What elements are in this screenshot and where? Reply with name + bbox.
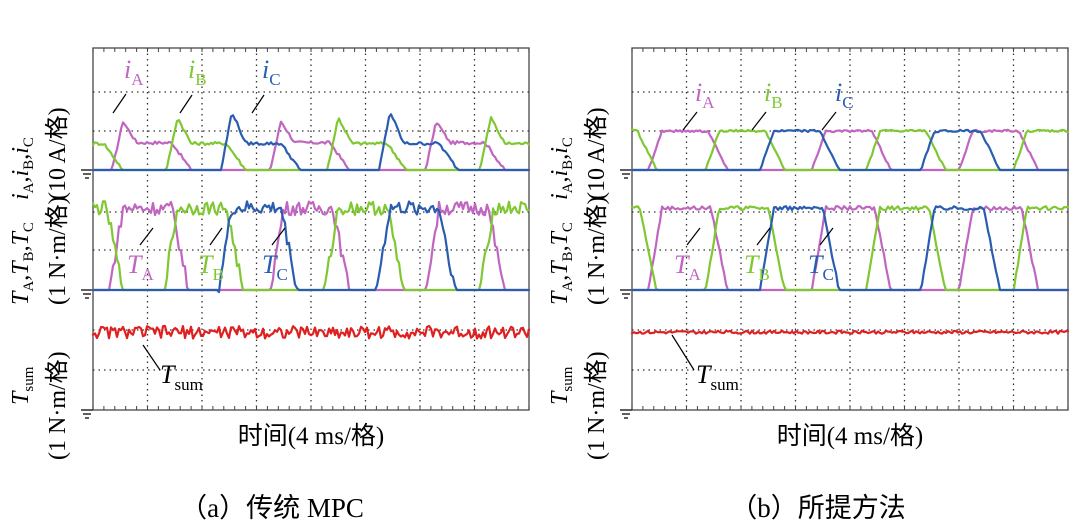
panel-a-ann-TB: TB bbox=[198, 250, 224, 284]
panel-a-torque-unit: (1 N·m/格) bbox=[44, 196, 71, 305]
panel-b-sum-ylabel: Tsum bbox=[547, 366, 576, 405]
panel-a-ann-Tsum: Tsum bbox=[160, 360, 203, 394]
panel-b-ann-iC: iC bbox=[835, 78, 854, 112]
panel-b-annotations: iA iB iC TA TB TC Tsum bbox=[671, 78, 854, 394]
trace-Tsum bbox=[91, 324, 531, 340]
panel-a-caption: （a）传统 MPC bbox=[180, 493, 364, 523]
trace-iC bbox=[91, 113, 531, 172]
panel-b-sum-unit: (1 N·m/格) bbox=[583, 351, 610, 460]
panel-b-caption: （b）所提方法 bbox=[730, 493, 906, 523]
trace-TC bbox=[630, 205, 1070, 292]
panel-a-ann-iC: iC bbox=[262, 55, 281, 89]
panel-a-ann-TC: TC bbox=[262, 250, 288, 284]
panel-b-xlabel: 时间(4 ms/格) bbox=[777, 422, 924, 450]
trace-iC bbox=[630, 128, 1070, 172]
panel-a-torque-ylabel: TA,TB,TC bbox=[8, 222, 37, 305]
trace-TB bbox=[91, 200, 531, 292]
trace-Tsum bbox=[630, 329, 1070, 335]
ground-marker bbox=[620, 289, 632, 299]
trace-TC bbox=[91, 200, 531, 294]
panel-b: iA,iB,iC (10 A/格) TA,TB,TC (1 N·m/格) Tsu… bbox=[547, 47, 1070, 523]
trace-TA bbox=[91, 200, 531, 292]
panel-a-sum-unit: (1 N·m/格) bbox=[44, 351, 71, 460]
panel-a-current-ylabel: iA,iB,iC bbox=[8, 137, 37, 200]
panel-a-ann-iA: iA bbox=[124, 55, 144, 89]
panel-b-traces bbox=[630, 128, 1070, 335]
panel-a-grid bbox=[81, 48, 530, 419]
panel-a-annotations: iA iB iC TA TB TC Tsum bbox=[112, 55, 288, 394]
ground-marker bbox=[81, 409, 93, 419]
panel-a-frame bbox=[92, 47, 530, 411]
panel-a-current-unit: (10 A/格) bbox=[44, 107, 71, 200]
panel-b-ann-iA: iA bbox=[695, 78, 715, 112]
panel-b-torque-unit: (1 N·m/格) bbox=[583, 196, 610, 305]
trace-iA bbox=[630, 128, 1070, 172]
ground-marker bbox=[620, 169, 632, 179]
panel-a-xlabel: 时间(4 ms/格) bbox=[238, 422, 385, 450]
ground-marker bbox=[620, 409, 632, 419]
panel-a: iA,iB,iC (10 A/格) TA,TB,TC (1 N·m/格) Tsu… bbox=[8, 47, 531, 523]
panel-a-traces bbox=[91, 113, 531, 340]
panel-b-ann-Tsum: Tsum bbox=[696, 360, 739, 394]
trace-TA bbox=[630, 205, 1070, 292]
panel-a-sum-ylabel: Tsum bbox=[8, 366, 37, 405]
ground-marker bbox=[81, 169, 93, 179]
panel-a-ann-iB: iB bbox=[188, 55, 207, 89]
trace-iA bbox=[91, 120, 531, 172]
ground-marker bbox=[81, 289, 93, 299]
panel-b-ann-TA: TA bbox=[674, 250, 701, 284]
panel-b-ann-TC: TC bbox=[808, 250, 834, 284]
panel-b-torque-ylabel: TA,TB,TC bbox=[547, 222, 576, 305]
panel-b-current-unit: (10 A/格) bbox=[583, 107, 610, 200]
panel-b-current-ylabel: iA,iB,iC bbox=[547, 137, 576, 200]
panel-a-ann-TA: TA bbox=[127, 250, 154, 284]
panel-b-ann-iB: iB bbox=[764, 78, 783, 112]
